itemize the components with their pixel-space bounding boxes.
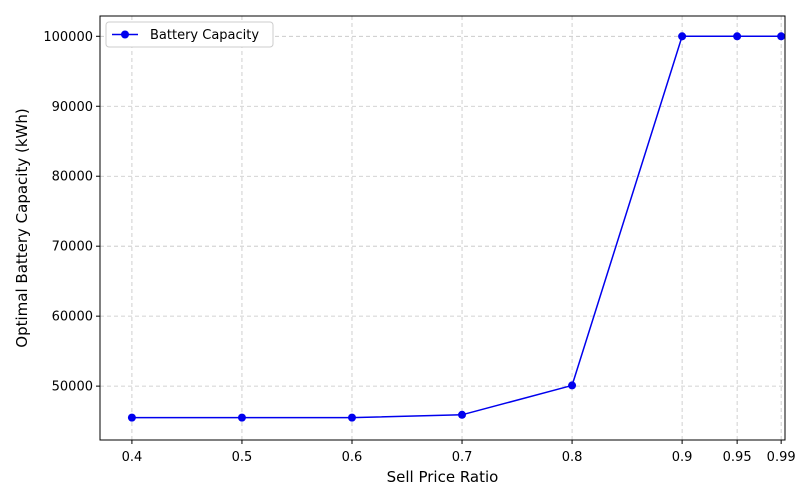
data-point xyxy=(733,32,742,41)
data-point xyxy=(458,410,467,419)
data-point xyxy=(568,381,577,390)
y-tick-label: 80000 xyxy=(52,170,93,185)
legend: Battery Capacity xyxy=(105,21,274,48)
x-tick-label: 0.4 xyxy=(122,450,143,465)
y-axis-ticks: 50000 60000 70000 80000 90000 100000 xyxy=(43,30,100,395)
x-axis-title: Sell Price Ratio xyxy=(387,468,499,486)
legend-label: Battery Capacity xyxy=(150,28,259,43)
series-line xyxy=(131,35,782,419)
x-tick-label: 0.9 xyxy=(672,450,693,465)
y-tick-label: 90000 xyxy=(52,100,93,115)
x-tick-label: 0.95 xyxy=(723,450,752,465)
y-tick-label: 70000 xyxy=(52,240,93,255)
x-tick-label: 0.8 xyxy=(562,450,583,465)
legend-marker-icon xyxy=(121,30,129,39)
data-point xyxy=(127,413,136,422)
grid-lines xyxy=(100,16,785,440)
y-axis-title: Optimal Battery Capacity (kWh) xyxy=(13,108,31,347)
series-layer xyxy=(127,32,786,422)
y-tick-label: 60000 xyxy=(52,310,93,325)
x-tick-label: 0.6 xyxy=(342,450,363,465)
x-tick-label: 0.5 xyxy=(232,450,253,465)
x-tick-label: 0.7 xyxy=(452,450,473,465)
x-tick-label: 0.99 xyxy=(767,450,796,465)
data-point xyxy=(347,413,356,422)
legend-box xyxy=(105,21,274,48)
y-tick-label: 50000 xyxy=(52,380,93,395)
data-point xyxy=(678,32,687,41)
y-tick-label: 100000 xyxy=(43,30,93,45)
data-point xyxy=(237,413,246,422)
data-point xyxy=(777,32,786,41)
x-axis-ticks: 0.4 0.5 0.6 0.7 0.8 0.9 0.95 0.99 xyxy=(122,440,796,465)
plot-frame xyxy=(99,15,786,441)
